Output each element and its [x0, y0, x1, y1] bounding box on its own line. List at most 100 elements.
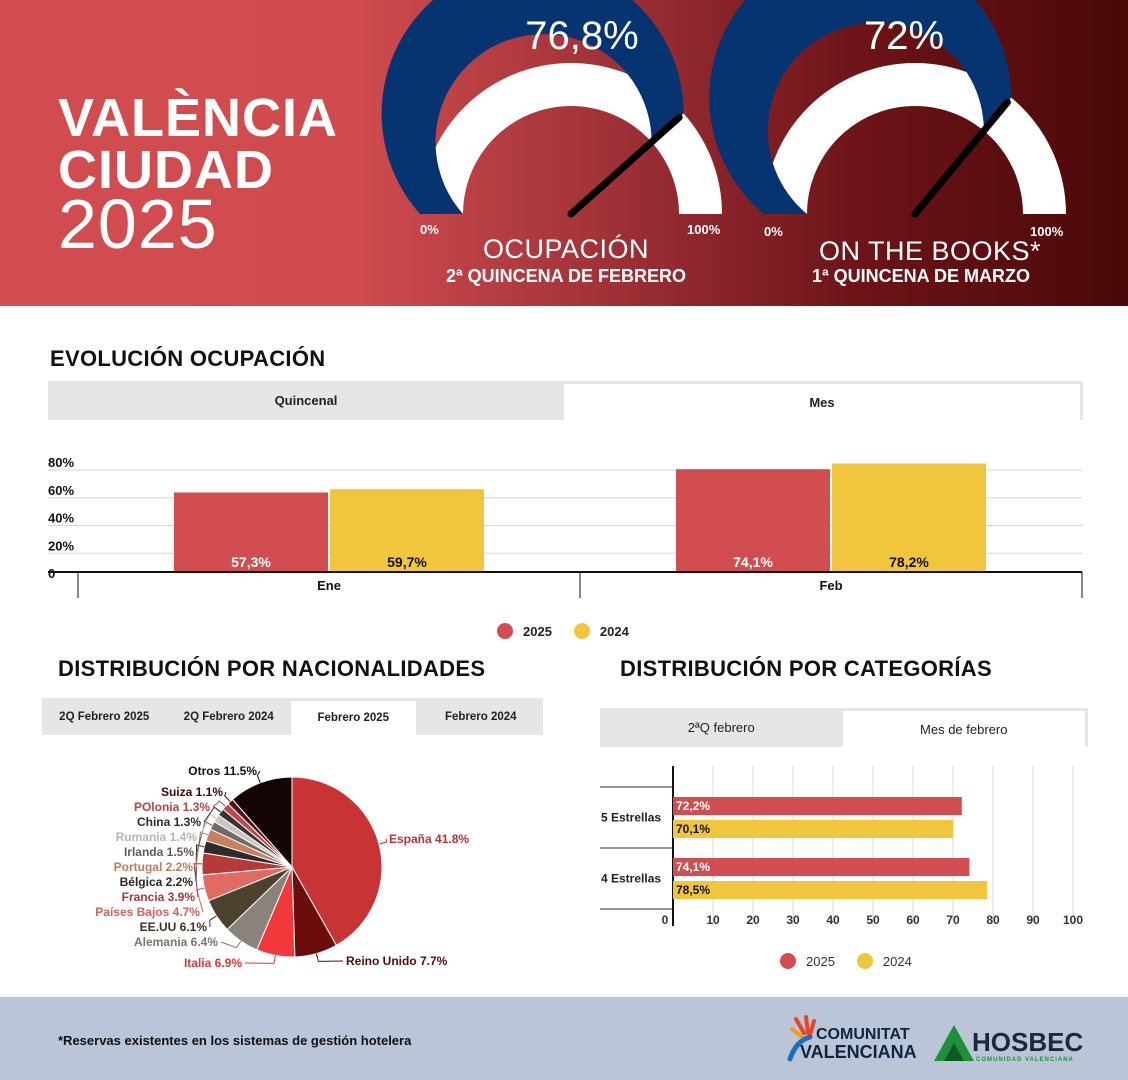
bar-2024-Feb	[832, 463, 986, 572]
comunitat-valenciana-logo: COMUNITAT VALENCIANA	[787, 1015, 917, 1062]
city-title-line2: CIUDAD	[58, 140, 274, 200]
otb-gauge-title: ON THE BOOKS*	[818, 236, 1042, 266]
bar-2025-Ene	[174, 492, 328, 572]
hosbec-logo-name: HOSBEC	[972, 1027, 1083, 1057]
legend-2024-label: 2024	[882, 953, 912, 969]
pie-label: Portugal 2.2%	[114, 860, 194, 874]
pie-leader-line	[196, 820, 213, 853]
legend-2024-swatch	[573, 623, 590, 639]
x-tick-label: 80	[986, 913, 1000, 927]
tab-2q-febrero-2025[interactable]: 2Q Febrero 2025	[59, 710, 150, 723]
pie-leader-line	[256, 770, 261, 783]
pie-leader-line	[193, 863, 203, 898]
pie-leader-line	[212, 800, 226, 808]
categorias-tabs: 2ªQ febrero Mes de febrero	[600, 708, 1088, 747]
pie-label: POlonia 1.3%	[134, 800, 210, 814]
bar-2024-Ene	[330, 489, 484, 572]
x-tick-label: 60	[906, 913, 920, 927]
gauge-fill	[381, 0, 684, 214]
tab-mes-de-febrero[interactable]: Mes de febrero	[842, 708, 1088, 747]
y-tick-label: 40%	[48, 511, 74, 526]
pie-leader-line	[209, 915, 217, 928]
pie-slice-otros	[231, 776, 293, 869]
bar-value-label: 70,1%	[676, 822, 710, 836]
otb-gauge-min: 0%	[764, 224, 783, 239]
otb-gauge-value: 72%	[863, 14, 945, 58]
evolucion-legend: 2025 2024	[497, 623, 629, 639]
legend-2025-label: 2025	[806, 953, 835, 969]
pie-leader-line	[220, 940, 242, 949]
occupancy-gauge	[381, 0, 722, 218]
city-title-year: 2025	[58, 185, 218, 263]
bar-2025-Feb	[676, 469, 830, 572]
pie-label: Países Bajos 4.7%	[95, 905, 200, 919]
bar-2025-5-estrellas	[673, 797, 962, 815]
bar-2024-5-estrellas	[673, 820, 954, 838]
y-tick-label: 20%	[48, 538, 74, 553]
otb-gauge-max: 100%	[1030, 224, 1064, 239]
occupancy-gauge-value: 76,8%	[525, 14, 639, 58]
bar-2025-4-estrellas	[673, 858, 970, 876]
x-tick-label: 0	[662, 913, 669, 927]
tab-febrero-2025[interactable]: Febrero 2025	[291, 698, 419, 735]
pie-label: Bélgica 2.2%	[120, 875, 194, 889]
bar-2024-4-estrellas	[673, 881, 987, 899]
nacionalidades-tabs: 2Q Febrero 2025 2Q Febrero 2024 Febrero …	[42, 698, 543, 735]
pie-label: Rumania 1.4%	[116, 830, 198, 844]
x-tick-label: 20	[746, 913, 760, 927]
categorias-bar-chart: 0 10 20 30 40 50 60 70 80 90 100 5 Estrellas 72,2% 70…	[600, 766, 1083, 927]
bar-value-label: 74,1%	[676, 860, 710, 874]
tab-quincenal[interactable]: Quincenal	[274, 393, 338, 408]
pie-leader-line	[315, 953, 344, 962]
pie-label: Italia 6.9%	[184, 956, 242, 970]
pie-label: Francia 3.9%	[122, 890, 196, 904]
x-tick-label: Ene	[317, 578, 341, 593]
hosbec-logo: HOSBEC COMUNIDAD VALENCIANA	[934, 1025, 1083, 1063]
legend-2025-label: 2025	[523, 623, 552, 639]
legend-2024-swatch	[856, 953, 873, 969]
x-tick-label: 10	[706, 913, 720, 927]
tab-mes[interactable]: Mes	[564, 381, 1083, 420]
x-tick-label: 40	[826, 913, 840, 927]
pie-label: Suiza 1.1%	[161, 785, 223, 799]
occupancy-gauge-subtitle: 2ª QUINCENA DE FEBRERO	[445, 266, 687, 286]
pie-label: Irlanda 1.5%	[124, 845, 194, 859]
y-tick-label: 5 Estrellas	[601, 811, 661, 825]
pie-leader-line	[195, 831, 209, 868]
bar-value-label: 74,1%	[733, 554, 773, 570]
tab-2q-febrero[interactable]: 2ªQ febrero	[687, 720, 755, 735]
gauge-needle	[911, 98, 1011, 218]
evolucion-tabs: Quincenal Mes	[48, 381, 1083, 420]
tab-febrero-2024[interactable]: Febrero 2024	[444, 710, 517, 723]
y-tick-label: 80%	[48, 455, 74, 470]
y-tick-label: 0	[48, 566, 55, 581]
y-tick-label: 4 Estrellas	[601, 872, 661, 886]
pie-label: España 41.8%	[389, 832, 469, 846]
x-tick-label: 90	[1026, 913, 1040, 927]
x-tick-label: 30	[786, 913, 800, 927]
on-the-books-gauge	[709, 0, 1066, 218]
evolucion-bar-chart: 0 20% 40% 60% 80% 57,3% 59,7% Ene 74,1% 78,2% Feb	[48, 455, 1083, 598]
pie-leader-line	[195, 844, 205, 883]
x-tick-label: 100	[1063, 913, 1083, 927]
bar-value-label: 57,3%	[231, 554, 271, 570]
pie-leader-line	[244, 955, 276, 964]
cv-logo-line1: COMUNITAT	[816, 1026, 910, 1043]
gauge-needle	[567, 113, 683, 218]
bar-value-label: 72,2%	[676, 799, 710, 813]
gauges-svg	[381, 0, 1066, 218]
legend-2024-label: 2024	[599, 623, 629, 639]
pie-label: China 1.3%	[137, 815, 201, 829]
pie-label: EE.UU 6.1%	[140, 920, 208, 934]
footer-note: *Reservas existentes en los sistemas de …	[58, 1033, 412, 1048]
gauge-fill	[709, 0, 1012, 214]
footer: *Reservas existentes en los sistemas de …	[0, 997, 1128, 1080]
categorias-title: DISTRIBUCIÓN POR CATEGORÍAS	[620, 656, 992, 681]
tab-2q-febrero-2024[interactable]: 2Q Febrero 2024	[183, 710, 274, 723]
occupancy-gauge-title: OCUPACIÓN	[482, 234, 649, 264]
y-tick-label: 60%	[48, 483, 74, 498]
x-tick-label: Feb	[819, 578, 842, 593]
bar-value-label: 59,7%	[387, 554, 427, 570]
cv-logo-line2: VALENCIANA	[800, 1042, 917, 1062]
pie-label: Alemania 6.4%	[134, 935, 218, 949]
